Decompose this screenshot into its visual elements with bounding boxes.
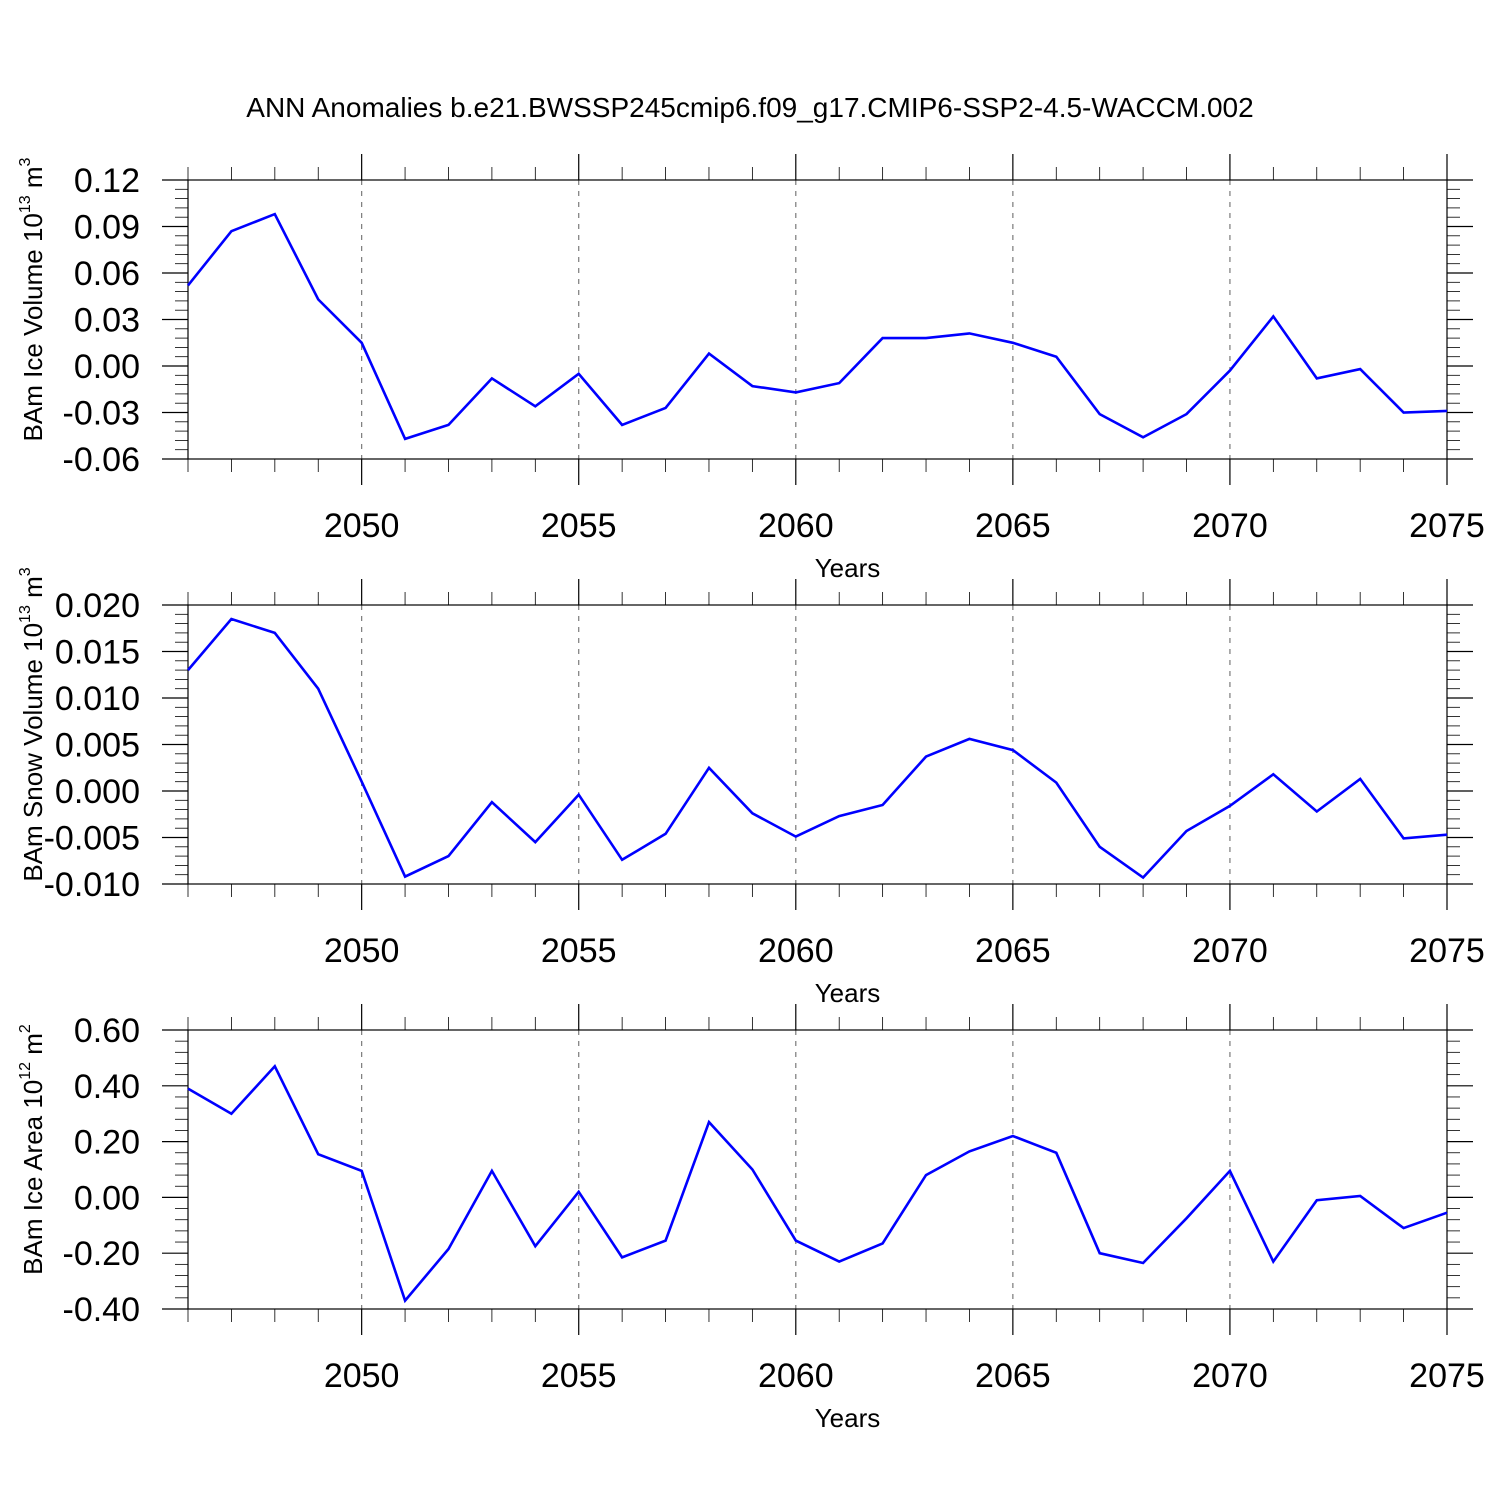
ice-volume-panel: 2050 2055 2060 2065 2070 2075 -0.06 -0.03 0.00 0.… xyxy=(17,154,1485,583)
plot-frame xyxy=(187,179,1448,460)
x-axis-label: Years xyxy=(815,1403,881,1433)
y-tick-label: 0.020 xyxy=(55,587,140,625)
y-tick-label: -0.005 xyxy=(44,820,140,858)
x-tick-label: 2065 xyxy=(975,1357,1051,1395)
y-tick-label: 0.005 xyxy=(55,727,140,765)
y-tick-label: -0.010 xyxy=(44,866,140,904)
y-tick-label: 0.06 xyxy=(74,255,140,293)
y-axis-label: BAm Ice Area 1012 m2 xyxy=(17,1024,48,1275)
plot-frame xyxy=(187,604,1448,885)
x-tick-label: 2050 xyxy=(324,932,400,970)
y-tick-label: 0.000 xyxy=(55,773,140,811)
y-tick-label: -0.06 xyxy=(63,441,141,479)
y-tick-label: 0.010 xyxy=(55,680,140,718)
x-tick-label: 2060 xyxy=(758,932,834,970)
series-line xyxy=(187,617,1448,880)
x-tick-label: 2070 xyxy=(1192,507,1268,545)
x-tick-label: 2065 xyxy=(975,932,1051,970)
snow-volume-panel: 2050 2055 2060 2065 2070 2075 -0.010 -0.005 0.00… xyxy=(17,567,1485,1008)
x-axis-label: Years xyxy=(815,553,881,583)
y-tick-label: 0.09 xyxy=(74,209,140,247)
y-tick-label: 0.00 xyxy=(74,1179,140,1217)
x-tick-label: 2075 xyxy=(1409,932,1485,970)
y-tick-label: 0.40 xyxy=(74,1068,140,1106)
x-tick-label: 2060 xyxy=(758,507,834,545)
x-tick-label: 2050 xyxy=(324,507,400,545)
y-axis-label: BAm Ice Volume 1013 m3 xyxy=(17,157,48,441)
x-tick-label: 2060 xyxy=(758,1357,834,1395)
y-tick-label: 0.60 xyxy=(74,1012,140,1050)
x-tick-label: 2070 xyxy=(1192,1357,1268,1395)
y-tick-label: -0.20 xyxy=(63,1235,141,1273)
x-tick-label: 2050 xyxy=(324,1357,400,1395)
y-axis-label: BAm Snow Volume 1013 m3 xyxy=(17,567,48,881)
x-tick-label: 2065 xyxy=(975,507,1051,545)
series-line xyxy=(186,212,1448,441)
y-tick-label: 0.03 xyxy=(74,302,140,340)
x-tick-label: 2070 xyxy=(1192,932,1268,970)
y-tick-label: -0.03 xyxy=(63,395,141,433)
y-tick-label: 0.20 xyxy=(74,1124,140,1162)
x-tick-label: 2055 xyxy=(541,1357,617,1395)
y-tick-label: 0.015 xyxy=(55,634,140,672)
x-tick-label: 2075 xyxy=(1409,507,1485,545)
y-tick-label: 0.00 xyxy=(74,348,140,386)
figure-title: ANN Anomalies b.e21.BWSSP245cmip6.f09_g1… xyxy=(246,92,1253,123)
y-tick-label: -0.40 xyxy=(63,1291,141,1329)
x-tick-label: 2075 xyxy=(1409,1357,1485,1395)
plot-frame xyxy=(187,1029,1448,1310)
y-tick-label: 0.12 xyxy=(74,162,140,200)
x-axis-label: Years xyxy=(815,978,881,1008)
x-tick-label: 2055 xyxy=(541,507,617,545)
series-line xyxy=(187,1064,1448,1304)
ice-area-panel: 2050 2055 2060 2065 2070 2075 -0.40 -0.20 0.00 0.… xyxy=(17,1004,1485,1433)
x-tick-label: 2055 xyxy=(541,932,617,970)
